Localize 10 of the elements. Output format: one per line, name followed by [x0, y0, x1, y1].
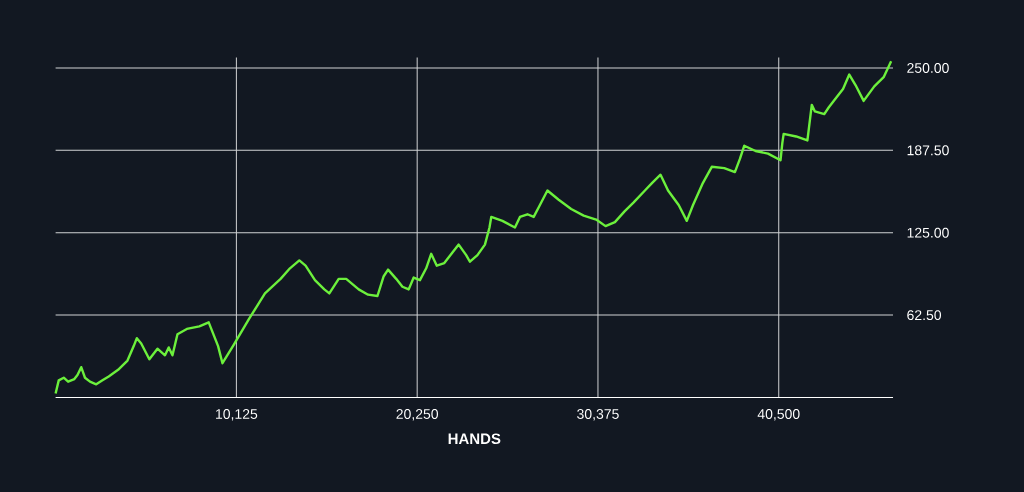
x-tick-label: 40,500: [757, 409, 800, 421]
y-tick-label: 125.00: [907, 227, 949, 238]
x-tick-label: 20,250: [396, 409, 439, 421]
x-axis-title: HANDS: [448, 433, 501, 445]
y-tick-label: 250.00: [907, 62, 949, 73]
y-tick-label: 187.50: [907, 145, 949, 156]
y-tick-label: 62.50: [907, 310, 942, 321]
line-series: [54, 60, 893, 395]
x-tick-label: 30,375: [577, 409, 619, 421]
x-tick-label: 10,125: [216, 409, 258, 421]
